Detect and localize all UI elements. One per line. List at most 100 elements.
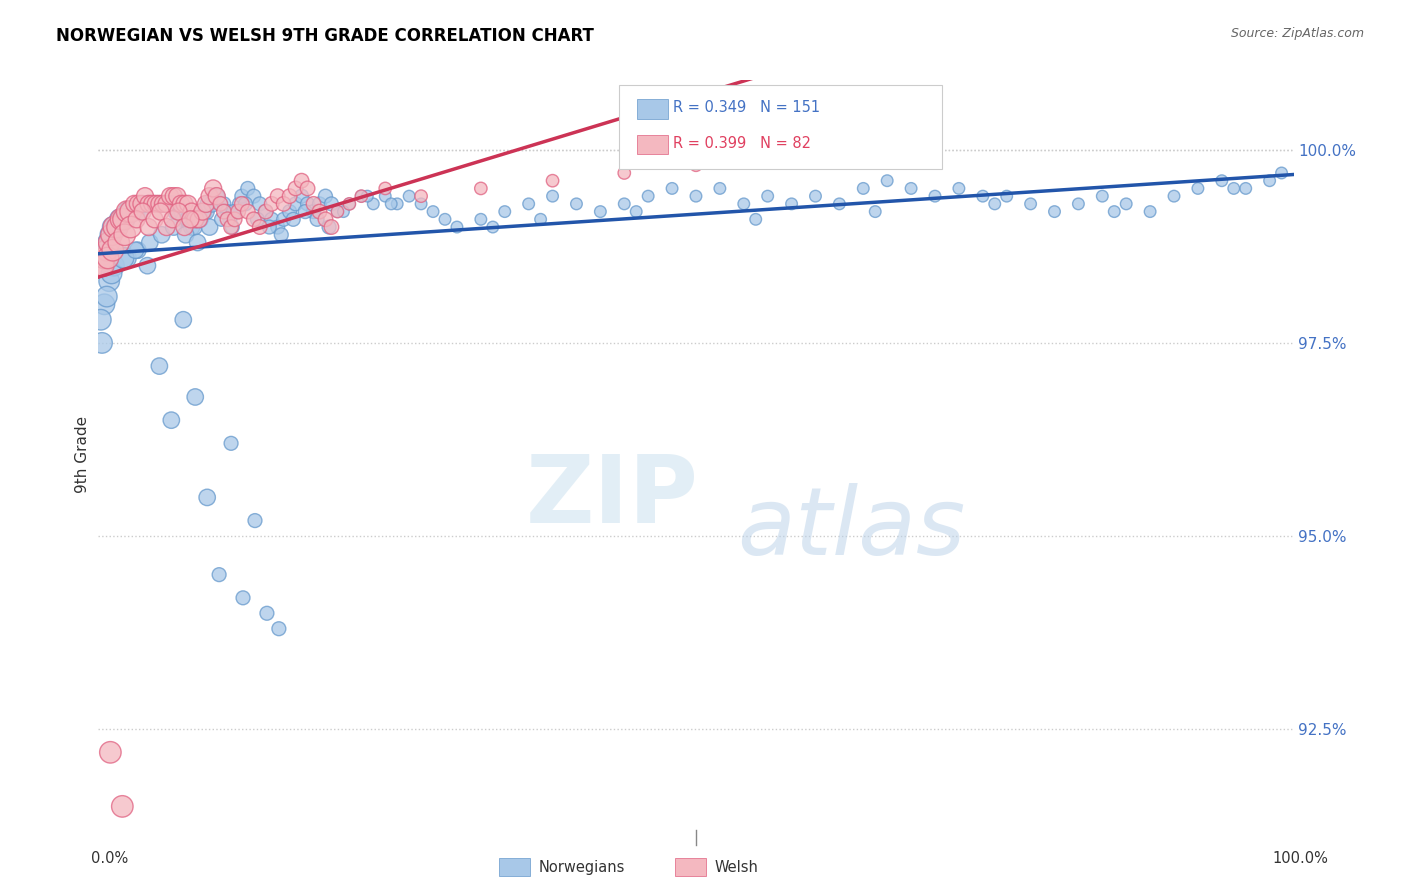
Text: 100.0%: 100.0% bbox=[1272, 851, 1329, 865]
Point bbox=[108, 212, 131, 227]
Point bbox=[422, 204, 444, 219]
Point bbox=[291, 189, 314, 203]
Point bbox=[98, 274, 121, 288]
Point bbox=[134, 189, 156, 203]
Point bbox=[155, 220, 177, 235]
Point bbox=[172, 204, 194, 219]
Point bbox=[97, 251, 120, 265]
Point bbox=[589, 204, 612, 219]
Point bbox=[197, 197, 219, 211]
Point bbox=[350, 189, 373, 203]
Point bbox=[1163, 189, 1185, 203]
Point bbox=[217, 212, 239, 227]
Point bbox=[184, 390, 207, 404]
Point bbox=[98, 745, 122, 759]
Point bbox=[209, 197, 232, 211]
Point bbox=[195, 197, 218, 211]
Point bbox=[127, 244, 149, 258]
Point bbox=[148, 197, 170, 211]
Point bbox=[91, 259, 114, 273]
Point bbox=[278, 204, 301, 219]
Point bbox=[219, 212, 242, 227]
Point bbox=[148, 197, 170, 211]
Point bbox=[204, 189, 226, 203]
Point bbox=[173, 220, 195, 235]
Point bbox=[865, 204, 887, 219]
Point bbox=[637, 189, 659, 203]
Point bbox=[187, 212, 209, 227]
Point bbox=[243, 189, 266, 203]
Point bbox=[219, 220, 242, 235]
Point bbox=[246, 212, 269, 227]
Point bbox=[114, 212, 136, 227]
Point bbox=[131, 204, 153, 219]
Point bbox=[259, 220, 281, 235]
Point bbox=[745, 212, 768, 227]
Point bbox=[709, 181, 731, 195]
Point bbox=[91, 259, 114, 273]
Point bbox=[283, 212, 305, 227]
Point bbox=[124, 244, 146, 258]
Point bbox=[117, 204, 139, 219]
Point bbox=[249, 197, 271, 211]
Text: 0.0%: 0.0% bbox=[91, 851, 128, 865]
Point bbox=[385, 197, 409, 211]
Point bbox=[232, 591, 254, 605]
Point bbox=[380, 197, 402, 211]
Point bbox=[613, 197, 636, 211]
Point bbox=[733, 197, 755, 211]
Point bbox=[93, 251, 115, 265]
Point bbox=[876, 174, 898, 188]
Point bbox=[374, 189, 396, 203]
Point bbox=[124, 204, 146, 219]
Point bbox=[1234, 181, 1257, 195]
Point bbox=[162, 197, 184, 211]
Point bbox=[96, 244, 118, 258]
Point bbox=[434, 212, 457, 227]
Point bbox=[948, 181, 970, 195]
Point bbox=[297, 181, 319, 195]
Point bbox=[315, 189, 337, 203]
Point bbox=[321, 197, 343, 211]
Point bbox=[482, 220, 505, 235]
Point bbox=[294, 204, 316, 219]
Point bbox=[249, 220, 271, 235]
Point bbox=[153, 197, 176, 211]
Point bbox=[530, 212, 553, 227]
Point bbox=[103, 220, 125, 235]
Point bbox=[1043, 204, 1066, 219]
Point bbox=[177, 197, 200, 211]
Point bbox=[124, 197, 146, 211]
Point bbox=[211, 212, 233, 227]
Point bbox=[267, 189, 290, 203]
Point bbox=[136, 259, 159, 273]
Point bbox=[179, 212, 201, 227]
Point bbox=[174, 227, 197, 242]
Point bbox=[129, 204, 152, 219]
Point bbox=[517, 197, 540, 211]
Point bbox=[124, 854, 146, 868]
Point bbox=[198, 220, 221, 235]
Point bbox=[1223, 181, 1246, 195]
Point bbox=[1139, 204, 1161, 219]
Point bbox=[256, 607, 278, 621]
Point bbox=[145, 197, 167, 211]
Point bbox=[195, 491, 218, 505]
Point bbox=[243, 212, 266, 227]
Point bbox=[90, 312, 112, 326]
Point bbox=[165, 204, 187, 219]
Point bbox=[170, 197, 193, 211]
Point bbox=[236, 204, 259, 219]
Point bbox=[138, 197, 160, 211]
Point bbox=[494, 204, 516, 219]
Point bbox=[1091, 189, 1114, 203]
Point bbox=[114, 227, 136, 242]
Point bbox=[156, 197, 179, 211]
Point bbox=[135, 197, 157, 211]
Point bbox=[98, 227, 122, 242]
Point bbox=[201, 197, 224, 211]
Point bbox=[236, 181, 259, 195]
Point bbox=[100, 266, 122, 280]
Point bbox=[120, 204, 142, 219]
Point bbox=[159, 197, 181, 211]
